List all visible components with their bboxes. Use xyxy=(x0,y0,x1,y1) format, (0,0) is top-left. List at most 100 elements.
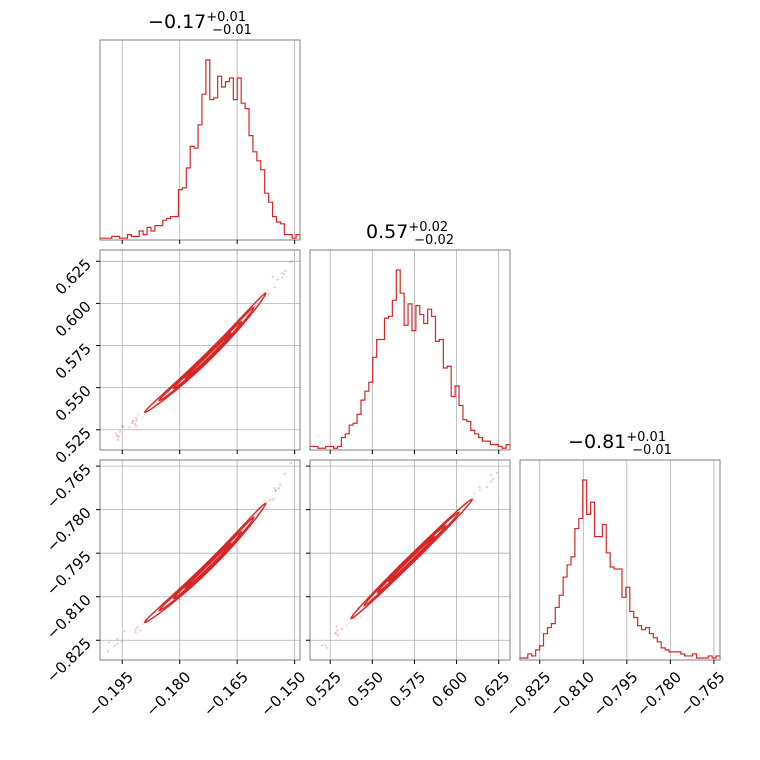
scatter-point xyxy=(273,286,276,289)
scatter-point xyxy=(378,596,381,599)
x-tick-label: −0.780 xyxy=(633,668,685,720)
scatter-point xyxy=(350,620,353,623)
scatter-point xyxy=(360,601,363,604)
scatter-point xyxy=(250,303,253,306)
histogram-panel-1: 0.57+0.02 −0.02 xyxy=(309,220,511,454)
scatter-point xyxy=(288,261,291,264)
scatter-point xyxy=(156,616,159,619)
scatter-point xyxy=(478,489,481,492)
scatter-point xyxy=(133,422,137,425)
scatter-point xyxy=(283,472,286,475)
y-tick-label: 0.525 xyxy=(52,424,95,467)
scatter-point xyxy=(267,293,270,296)
scatter-point xyxy=(489,473,492,476)
scatter-point xyxy=(170,592,173,595)
scatter-point xyxy=(361,606,364,609)
scatter-point xyxy=(254,304,257,307)
scatter-point xyxy=(122,425,125,428)
scatter-point xyxy=(128,426,131,429)
contour-level xyxy=(183,331,232,379)
x-tick-label: −0.150 xyxy=(257,668,309,720)
scatter-point xyxy=(184,384,187,387)
panel-frame xyxy=(309,249,511,451)
scatter-point xyxy=(278,483,282,486)
x-tick-label: −0.765 xyxy=(677,668,729,720)
scatter-point xyxy=(272,498,275,501)
scatter-point xyxy=(376,599,379,602)
scatter-point xyxy=(131,422,134,425)
scatter-point xyxy=(265,506,268,509)
scatter-point xyxy=(340,627,343,631)
scatter-panel-0-1 xyxy=(96,249,301,454)
contour-level xyxy=(158,516,255,612)
scatter-point xyxy=(274,489,277,492)
scatter-point xyxy=(192,571,196,574)
scatter-point xyxy=(460,516,463,519)
scatter-point xyxy=(123,630,126,633)
x-tick-label: −0.195 xyxy=(85,668,137,720)
panel-frame xyxy=(519,459,721,661)
scatter-point xyxy=(448,514,451,518)
scatter-point xyxy=(263,290,266,294)
contour-level xyxy=(349,498,474,620)
scatter-point xyxy=(321,644,324,647)
scatter-point xyxy=(426,550,429,553)
scatter-point xyxy=(273,487,276,490)
scatter-point xyxy=(271,499,274,502)
scatter-point xyxy=(222,557,225,560)
y-tick-label: 0.625 xyxy=(52,255,95,298)
y-tick-label: −0.795 xyxy=(43,547,95,599)
x-tick-label: −0.180 xyxy=(142,668,194,720)
scatter-point xyxy=(324,644,327,647)
histogram-title-0: −0.17+0.01 −0.01 xyxy=(148,10,252,38)
scatter-point xyxy=(334,631,337,634)
x-tick-label: −0.825 xyxy=(503,668,555,720)
scatter-point xyxy=(267,291,270,294)
y-tick-label: 0.575 xyxy=(52,340,95,383)
scatter-point xyxy=(113,644,116,647)
scatter-point xyxy=(472,491,475,494)
scatter-point xyxy=(107,650,110,653)
scatter-point xyxy=(277,487,280,490)
scatter-point xyxy=(284,269,287,273)
scatter-point xyxy=(237,317,240,320)
panel-frame xyxy=(99,459,301,661)
x-tick-label: 0.600 xyxy=(428,668,471,711)
scatter-point xyxy=(256,512,259,516)
y-tick-label: 0.600 xyxy=(52,298,95,341)
scatter-point xyxy=(495,471,498,474)
x-tick-label: 0.575 xyxy=(386,668,429,711)
scatter-point xyxy=(270,498,273,501)
scatter-point xyxy=(263,498,266,501)
scatter-point xyxy=(358,608,361,612)
scatter-point xyxy=(131,420,134,423)
scatter-point xyxy=(156,401,159,404)
scatter-point xyxy=(144,615,147,618)
scatter-point xyxy=(139,629,142,632)
scatter-point xyxy=(252,526,255,529)
scatter-point xyxy=(169,599,172,603)
scatter-point xyxy=(280,272,283,275)
histogram-steps xyxy=(309,269,511,450)
scatter-point xyxy=(115,432,118,435)
scatter-point xyxy=(136,625,139,628)
x-tick-label: 0.525 xyxy=(302,668,345,711)
y-tick-label: 0.550 xyxy=(52,382,95,425)
histogram-title-1: 0.57+0.02 −0.02 xyxy=(366,220,454,248)
scatter-point xyxy=(190,363,193,366)
panel-frame xyxy=(99,39,301,241)
scatter-point xyxy=(134,628,137,631)
panel-frame xyxy=(309,459,511,661)
scatter-point xyxy=(346,617,349,620)
scatter-point xyxy=(424,551,427,555)
histogram-steps xyxy=(99,59,301,240)
panel-frame xyxy=(99,249,301,451)
x-tick-label: −0.795 xyxy=(590,668,642,720)
scatter-point xyxy=(268,499,271,502)
scatter-point xyxy=(194,587,197,590)
histogram-panel-0: −0.17+0.01 −0.01 xyxy=(99,10,301,244)
scatter-point xyxy=(121,640,124,643)
scatter-point xyxy=(489,480,493,483)
scatter-point xyxy=(178,597,182,600)
scatter-point xyxy=(276,278,279,281)
